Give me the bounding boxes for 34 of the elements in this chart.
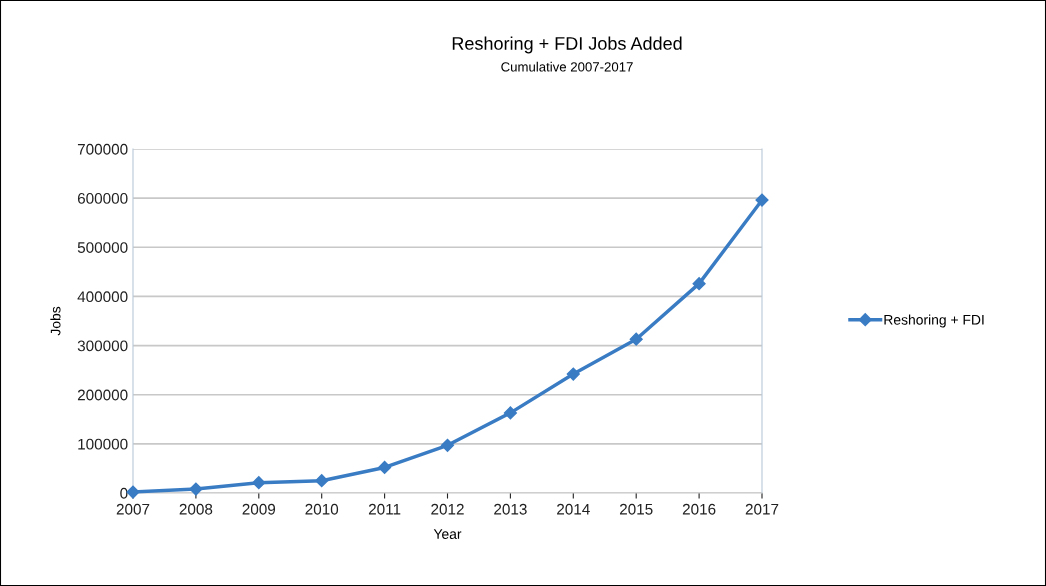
x-tick-label: 2007 [116,503,150,515]
x-tick-label: 2009 [242,503,276,515]
x-tick-label: 2014 [557,503,590,515]
point [315,474,329,488]
y-tick-label: 700000 [77,143,128,155]
point [692,277,706,291]
x-axis-title: Year [433,529,462,539]
y-tick-label: 100000 [78,438,128,450]
x-tick-label: 2008 [179,503,213,515]
x-tick-label: 2016 [682,503,716,515]
y-tick-label: 300000 [77,340,128,352]
x-tick-label: 2010 [305,503,339,515]
x-tick-label: 2017 [745,503,779,515]
y-tick-label: 600000 [77,193,128,204]
x-tick-label: 2011 [368,503,401,515]
y-tick-label: 400000 [77,291,128,303]
point [252,476,266,490]
y-tick-label: 0 [120,487,128,499]
chart-title: Reshoring + FDI Jobs Added [452,36,682,54]
chart-subtitle: Cumulative 2007-2017 [501,61,633,72]
x-tick-label: 2013 [494,503,527,515]
point [629,332,643,346]
point [566,367,580,381]
x-tick-label: 2015 [619,503,653,515]
x-tick-label: 2012 [431,503,464,515]
y-axis-title: Jobs [50,306,61,336]
point [440,438,455,452]
point [503,406,517,420]
y-tick-label: 200000 [77,389,128,401]
y-tick-label: 500000 [77,242,128,253]
legend-label: Reshoring + FDI [884,314,984,328]
point [189,482,203,496]
point [755,193,769,207]
point [378,460,392,475]
